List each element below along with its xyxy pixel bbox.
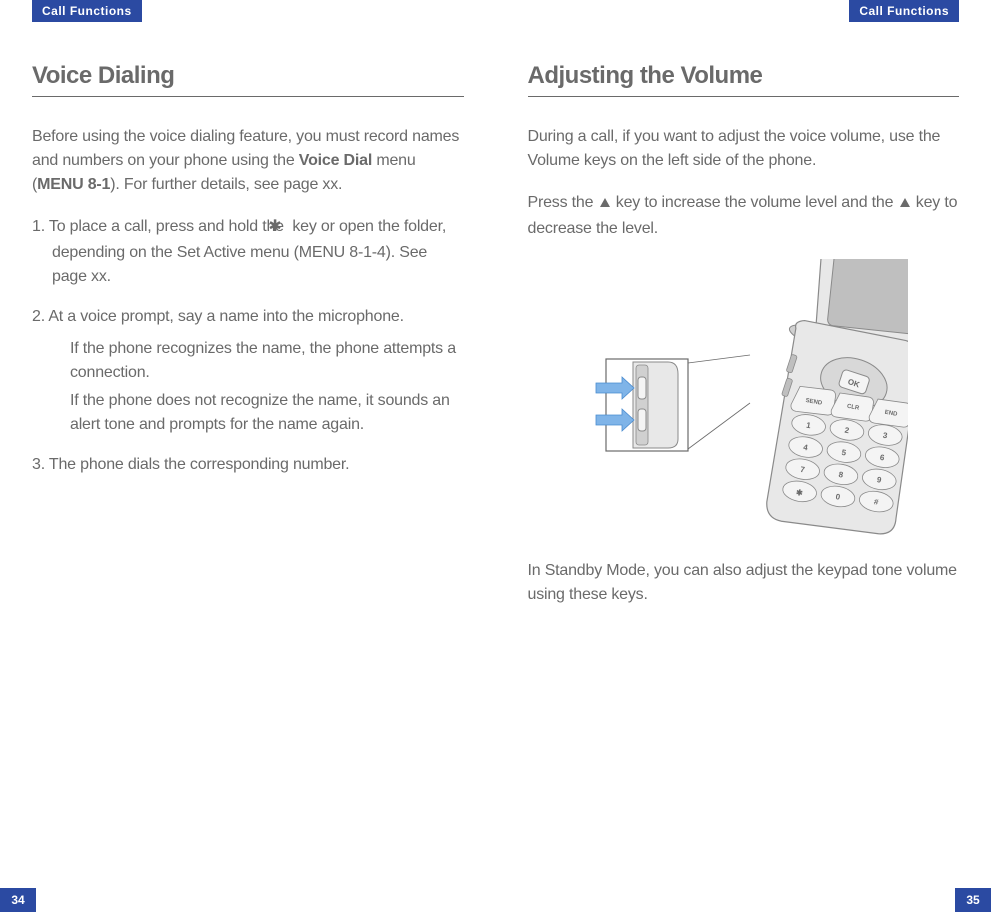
volume-p2b: key to increase the volume level and the bbox=[612, 194, 898, 211]
step2-sub2: If the phone does not recognize the name… bbox=[70, 389, 464, 437]
step2-text: At a voice prompt, say a name into the m… bbox=[48, 308, 404, 325]
header-tab-left: Call Functions bbox=[32, 0, 142, 22]
step1-b2: MENU 8-1-4 bbox=[299, 244, 386, 261]
step1-p3: menu ( bbox=[246, 244, 299, 261]
intro-b1: Voice Dial bbox=[299, 152, 372, 169]
volume-p3: In Standby Mode, you can also adjust the… bbox=[528, 559, 960, 607]
page-number-left-text: 34 bbox=[11, 893, 24, 907]
page-right: Call Functions Adjusting the Volume Duri… bbox=[496, 0, 991, 912]
step2-sub1: If the phone recognizes the name, the ph… bbox=[70, 337, 464, 385]
section-title-voice-dialing: Voice Dialing bbox=[32, 62, 464, 97]
svg-text:✱: ✱ bbox=[268, 219, 281, 233]
intro-paragraph: Before using the voice dialing feature, … bbox=[32, 125, 464, 197]
volume-up-icon bbox=[598, 193, 612, 217]
right-content: Adjusting the Volume During a call, if y… bbox=[528, 62, 960, 625]
phone-illustration: SAMSUNG OK SEND bbox=[578, 259, 908, 539]
step1-b1: Set Active bbox=[177, 244, 246, 261]
step1-p1: To place a call, press and hold the bbox=[49, 218, 288, 235]
step-2: At a voice prompt, say a name into the m… bbox=[32, 305, 464, 437]
phone-body: SAMSUNG OK SEND bbox=[732, 259, 908, 539]
step-1: To place a call, press and hold the ✱ ke… bbox=[32, 215, 464, 289]
volume-down-icon bbox=[898, 193, 912, 217]
volume-p2: Press the key to increase the volume lev… bbox=[528, 191, 960, 241]
page-number-left: 34 bbox=[0, 888, 36, 912]
intro-p3: ). For further details, see page xx. bbox=[110, 176, 342, 193]
step3-text: The phone dials the corresponding number… bbox=[49, 456, 349, 473]
page-number-right-text: 35 bbox=[966, 893, 979, 907]
section-title-volume: Adjusting the Volume bbox=[528, 62, 960, 97]
volume-p2a: Press the bbox=[528, 194, 598, 211]
page-number-right: 35 bbox=[955, 888, 991, 912]
page-spread: Call Functions Voice Dialing Before usin… bbox=[0, 0, 991, 912]
volume-p1: During a call, if you want to adjust the… bbox=[528, 125, 960, 173]
volume-callout bbox=[596, 355, 750, 451]
intro-b2: MENU 8-1 bbox=[37, 176, 110, 193]
header-left-text: Call Functions bbox=[42, 4, 132, 18]
page-left: Call Functions Voice Dialing Before usin… bbox=[0, 0, 496, 912]
left-content: Voice Dialing Before using the voice dia… bbox=[32, 62, 464, 493]
header-right-text: Call Functions bbox=[859, 4, 949, 18]
step2-sublist: If the phone recognizes the name, the ph… bbox=[70, 337, 464, 437]
steps-list: To place a call, press and hold the ✱ ke… bbox=[32, 215, 464, 477]
header-tab-right: Call Functions bbox=[849, 0, 959, 22]
step-3: The phone dials the corresponding number… bbox=[32, 453, 464, 477]
